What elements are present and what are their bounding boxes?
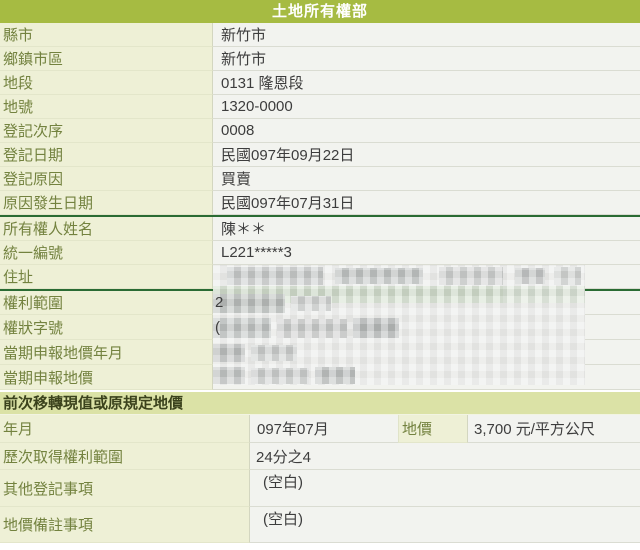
- row-label: 地段: [0, 71, 213, 95]
- table-row: 歷次取得權利範圍 24分之4: [0, 443, 640, 470]
- row-label: 登記日期: [0, 143, 213, 167]
- table-row: 統一編號 L221*****3: [0, 241, 640, 265]
- table-row: 地段 0131 隆恩段: [0, 71, 640, 95]
- mosaic-block: [353, 318, 399, 338]
- row-label: 所有權人姓名: [0, 217, 213, 241]
- row-label: 統一編號: [0, 241, 213, 265]
- row-label: 其他登記事項: [0, 470, 250, 507]
- mosaic-block: [439, 267, 503, 285]
- mosaic-block: [227, 267, 323, 285]
- row-label: 歷次取得權利範圍: [0, 443, 250, 470]
- row-label: 住址: [0, 265, 213, 289]
- row-label: 縣市: [0, 23, 213, 47]
- mosaic-block: [515, 268, 545, 284]
- table-row: 地號 1320-0000: [0, 95, 640, 119]
- mosaic-block: [213, 344, 245, 362]
- section-title-bar: 土地所有權部: [0, 0, 640, 23]
- table-row: 其他登記事項 (空白): [0, 470, 640, 507]
- row-value: 097年07月: [250, 415, 398, 443]
- row-label: 年月: [0, 415, 250, 443]
- row-label: 登記次序: [0, 119, 213, 143]
- row-label: 原因發生日期: [0, 191, 213, 215]
- section-divider-line: [0, 215, 640, 217]
- mosaic-block: [554, 267, 581, 285]
- table-row: 鄉鎮市區 新竹市: [0, 47, 640, 71]
- row-value: 民國097年07月31日: [213, 191, 640, 215]
- table-row: 地價備註事項 (空白): [0, 507, 640, 543]
- row-value: 陳＊＊: [213, 217, 640, 241]
- mosaic-block: [335, 268, 423, 284]
- row-value: 民國097年09月22日: [213, 143, 640, 167]
- row-value: L221*****3: [213, 241, 640, 265]
- row-label: 當期申報地價: [0, 365, 213, 390]
- mosaic-block: [213, 318, 271, 338]
- row-value: (空白): [250, 507, 640, 543]
- row-subvalue: 3,700 元/平方公尺: [468, 415, 640, 443]
- row-label: 權狀字號: [0, 315, 213, 340]
- redacted-value-fragment: (: [215, 318, 220, 336]
- row-value: 新竹市: [213, 47, 640, 71]
- prior-transfer-table: 年月 097年07月 地價 3,700 元/平方公尺 歷次取得權利範圍 24分之…: [0, 415, 640, 543]
- table-row: 所有權人姓名 陳＊＊: [0, 217, 640, 241]
- row-label: 權利範圍: [0, 291, 213, 315]
- table-row: 年月 097年07月 地價 3,700 元/平方公尺: [0, 415, 640, 443]
- row-value: 24分之4: [250, 443, 640, 470]
- mosaic-block: [251, 368, 309, 384]
- mosaic-green-band: [213, 286, 503, 303]
- section-gap: [0, 390, 640, 392]
- mosaic-block: [213, 294, 285, 313]
- table-row: 登記原因 買賣: [0, 167, 640, 191]
- mosaic-block: [213, 367, 245, 384]
- prior-transfer-header: 前次移轉現值或原規定地價: [0, 392, 640, 415]
- redacted-value-fragment: 2: [215, 294, 224, 311]
- mosaic-block: [251, 345, 297, 361]
- table-row: 登記次序 0008: [0, 119, 640, 143]
- redaction-mosaic: [213, 265, 585, 385]
- row-value: 0008: [213, 119, 640, 143]
- row-label: 鄉鎮市區: [0, 47, 213, 71]
- page-title: 土地所有權部: [271, 3, 368, 20]
- row-value: (空白): [250, 470, 640, 507]
- row-label: 登記原因: [0, 167, 213, 191]
- mosaic-block: [315, 367, 355, 384]
- row-value: 買賣: [213, 167, 640, 191]
- row-label: 當期申報地價年月: [0, 340, 213, 365]
- table-row: 登記日期 民國097年09月22日: [0, 143, 640, 167]
- table-row: 縣市 新竹市: [0, 23, 640, 47]
- row-sublabel: 地價: [398, 415, 468, 443]
- row-label: 地號: [0, 95, 213, 119]
- mosaic-block: [291, 296, 331, 311]
- row-label: 地價備註事項: [0, 507, 250, 543]
- mosaic-block: [277, 319, 347, 338]
- table-row: 原因發生日期 民國097年07月31日: [0, 191, 640, 215]
- row-value: 1320-0000: [213, 95, 640, 119]
- row-value: 0131 隆恩段: [213, 71, 640, 95]
- row-value: 新竹市: [213, 23, 640, 47]
